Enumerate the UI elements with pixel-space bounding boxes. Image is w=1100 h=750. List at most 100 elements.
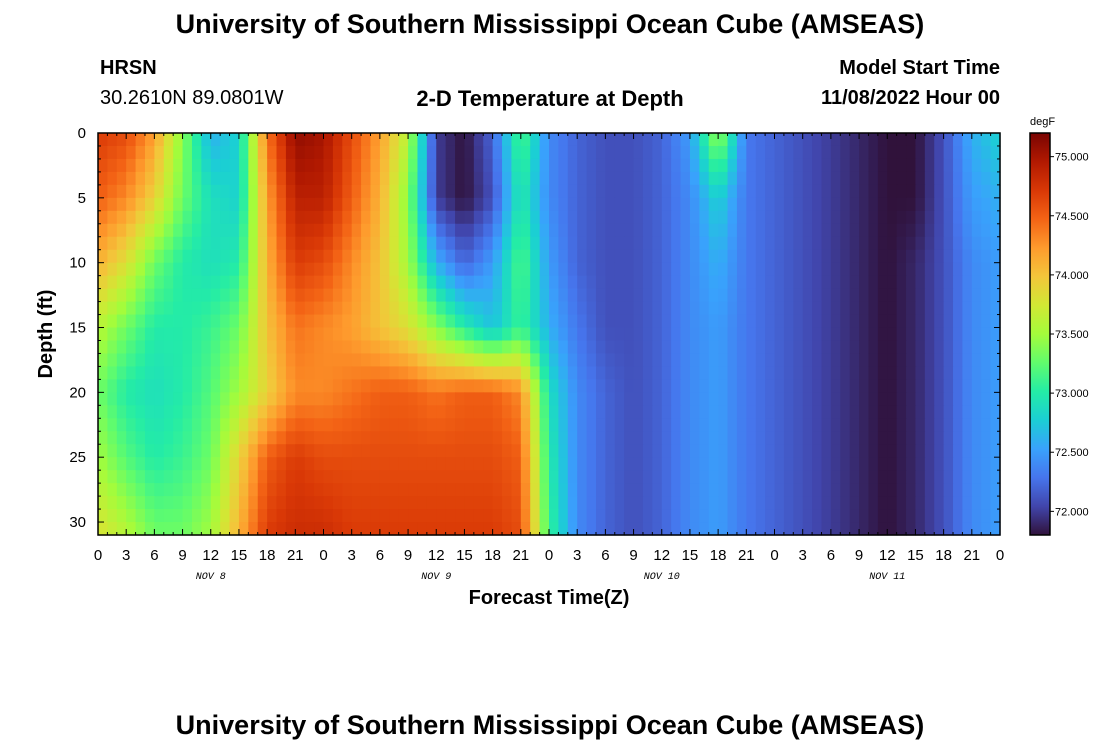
heatmap-cell	[220, 171, 231, 186]
heatmap-cell	[173, 340, 184, 355]
heatmap-cell	[934, 171, 945, 186]
heatmap-cell	[877, 392, 888, 406]
heatmap-cell	[314, 509, 325, 523]
x-tick-label: 9	[404, 547, 412, 564]
x-tick-label: 9	[629, 547, 637, 564]
heatmap-cell	[549, 210, 559, 225]
heatmap-cell	[361, 301, 372, 316]
heatmap-cell	[436, 197, 447, 212]
heatmap-cell	[464, 275, 475, 290]
heatmap-cell	[793, 145, 804, 160]
heatmap-cell	[887, 431, 898, 445]
heatmap-cell	[783, 353, 794, 368]
heatmap-cell	[144, 301, 155, 316]
heatmap-cell	[558, 418, 569, 432]
heatmap-cell	[990, 288, 1001, 303]
heatmap-cell	[849, 236, 860, 251]
heatmap-cell	[135, 133, 146, 147]
heatmap-cell	[765, 223, 776, 238]
heatmap-cell	[915, 171, 926, 186]
heatmap-cell	[342, 366, 353, 380]
heatmap-cell	[953, 392, 964, 406]
heatmap-cell	[821, 236, 832, 251]
heatmap-cell	[802, 483, 813, 497]
heatmap-cell	[379, 483, 390, 497]
heatmap-cell	[201, 340, 212, 355]
heatmap-cell	[285, 197, 296, 212]
heatmap-cell	[765, 184, 776, 199]
heatmap-cell	[220, 509, 231, 523]
heatmap-cell	[144, 171, 155, 186]
heatmap-cell	[135, 496, 146, 510]
heatmap-cell	[304, 405, 315, 419]
heatmap-cell	[783, 275, 794, 290]
heatmap-cell	[962, 171, 973, 186]
heatmap-cell	[182, 418, 193, 432]
heatmap-cell	[680, 366, 691, 380]
heatmap-cell	[652, 522, 663, 536]
heatmap-cell	[107, 197, 118, 212]
heatmap-cell	[605, 158, 616, 173]
heatmap-cell	[135, 197, 146, 212]
heatmap-cell	[943, 288, 954, 303]
heatmap-cell	[191, 314, 202, 329]
heatmap-cell	[906, 366, 917, 380]
heatmap-cell	[417, 522, 428, 536]
heatmap-cell	[840, 171, 851, 186]
heatmap-cell	[351, 133, 362, 147]
heatmap-cell	[173, 145, 184, 160]
heatmap-cell	[285, 496, 296, 510]
heatmap-cell	[605, 249, 616, 264]
heatmap-cell	[389, 509, 400, 523]
heatmap-cell	[455, 509, 466, 523]
heatmap-cell	[887, 210, 898, 225]
heatmap-cell	[783, 236, 794, 251]
chart-title: University of Southern Mississippi Ocean…	[175, 9, 925, 39]
heatmap-cell	[361, 496, 372, 510]
heatmap-cell	[323, 133, 334, 147]
heatmap-cell	[549, 392, 559, 406]
heatmap-cell	[398, 275, 409, 290]
heatmap-cell	[98, 262, 108, 277]
x-tick-label: 0	[996, 547, 1004, 564]
heatmap-cell	[257, 509, 268, 523]
heatmap-cell	[708, 496, 719, 510]
heatmap-cell	[830, 171, 841, 186]
heatmap-cell	[934, 444, 945, 458]
heatmap-cell	[154, 496, 165, 510]
y-tick-label: 0	[78, 125, 86, 142]
heatmap-cell	[595, 353, 606, 368]
heatmap-cell	[332, 171, 343, 186]
heatmap-cell	[492, 301, 503, 316]
heatmap-cell	[802, 145, 813, 160]
heatmap-cell	[107, 262, 118, 277]
heatmap-cell	[464, 379, 475, 393]
heatmap-cell	[736, 405, 747, 419]
heatmap-cell	[182, 223, 193, 238]
heatmap-cell	[267, 509, 278, 523]
heatmap-cell	[549, 184, 559, 199]
heatmap-cell	[971, 262, 982, 277]
heatmap-cell	[464, 288, 475, 303]
heatmap-cell	[953, 470, 964, 484]
heatmap-cell	[652, 301, 663, 316]
heatmap-cell	[126, 236, 137, 251]
heatmap-cell	[314, 301, 325, 316]
x-tick-label: 3	[122, 547, 130, 564]
heatmap-cell	[859, 496, 870, 510]
heatmap-cell	[144, 197, 155, 212]
heatmap-cell	[661, 262, 672, 277]
heatmap-cell	[267, 133, 278, 147]
heatmap-cell	[492, 262, 503, 277]
heatmap-cell	[680, 223, 691, 238]
heatmap-cell	[624, 392, 635, 406]
heatmap-cell	[642, 314, 653, 329]
heatmap-cell	[718, 496, 729, 510]
heatmap-cell	[586, 431, 597, 445]
heatmap-cell	[182, 262, 193, 277]
heatmap-cell	[765, 379, 776, 393]
heatmap-cell	[699, 483, 710, 497]
heatmap-cell	[671, 483, 682, 497]
heatmap-cell	[126, 288, 137, 303]
heatmap-cell	[417, 496, 428, 510]
